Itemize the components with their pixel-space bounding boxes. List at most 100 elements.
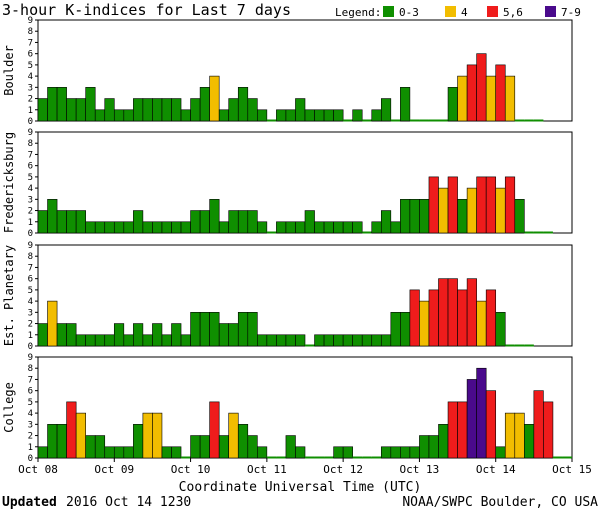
bar [199, 210, 210, 234]
bar [428, 435, 439, 459]
bar [380, 210, 392, 234]
bar [66, 323, 77, 347]
y-tick-label: 7 [28, 263, 33, 273]
legend: 0-3 4 5,6 7-9 [383, 6, 581, 19]
bar [543, 401, 554, 459]
bar [209, 199, 220, 234]
bar [228, 98, 239, 122]
bar [285, 109, 296, 122]
y-tick-label: 8 [28, 139, 33, 149]
bar [56, 424, 67, 459]
bar [228, 210, 239, 234]
bar [266, 334, 277, 347]
bar [247, 210, 258, 234]
source-credit: NOAA/SWPC Boulder, CO USA [402, 495, 598, 510]
y-tick-label: 0 [28, 342, 33, 352]
bar [171, 446, 182, 459]
bar [257, 109, 268, 122]
bar [409, 199, 420, 234]
bar [495, 312, 506, 347]
legend-label-1: 4 [461, 6, 468, 19]
bar [380, 98, 392, 122]
bar [323, 109, 334, 122]
y-tick-label: 3 [28, 195, 33, 205]
bar [171, 323, 182, 347]
y-tick-label: 2 [28, 207, 33, 217]
bar [295, 221, 306, 234]
bar [75, 98, 86, 122]
chart-title: 3-hour K-indices for Last 7 days [2, 1, 291, 19]
bar [47, 300, 58, 347]
bar [66, 210, 77, 234]
bar [104, 334, 115, 347]
legend-label-2: 5,6 [503, 6, 523, 19]
bar [37, 446, 48, 459]
bar [180, 221, 191, 234]
y-tick-label: 4 [28, 297, 33, 307]
bar [438, 278, 449, 347]
bar [485, 176, 497, 234]
bar [504, 75, 516, 122]
bar [56, 210, 67, 234]
y-tick-label: 4 [28, 184, 33, 194]
bar [237, 424, 249, 459]
bar [228, 323, 239, 347]
bar [457, 401, 468, 459]
y-tick-label: 0 [28, 229, 33, 239]
bar [466, 187, 477, 234]
y-tick-label: 6 [28, 50, 33, 60]
bar [485, 390, 497, 459]
bar [276, 109, 287, 122]
bar [209, 401, 220, 459]
y-tick-label: 8 [28, 27, 33, 37]
legend-swatch-2 [487, 6, 498, 17]
bar [314, 109, 325, 122]
y-tick-label: 1 [28, 443, 33, 453]
bar [447, 176, 458, 234]
legend-swatch-0 [383, 6, 394, 17]
bar [390, 312, 401, 347]
bar [485, 75, 497, 122]
y-tick-label: 1 [28, 218, 33, 228]
bar [342, 221, 353, 234]
bar [75, 210, 86, 234]
bar [113, 446, 125, 459]
bar [380, 446, 392, 459]
bar [342, 334, 353, 347]
x-tick-label: Oct 09 [94, 463, 134, 476]
bar [247, 98, 258, 122]
bar [304, 210, 315, 234]
bar [123, 109, 134, 122]
bar [466, 379, 477, 459]
bar [504, 412, 516, 459]
y-tick-label: 2 [28, 95, 33, 105]
y-tick-label: 3 [28, 308, 33, 318]
bar [504, 176, 516, 234]
bar [75, 334, 86, 347]
y-tick-label: 7 [28, 375, 33, 385]
legend-swatch-3 [545, 6, 556, 17]
bar [199, 312, 210, 347]
bar [123, 446, 134, 459]
bar [257, 221, 268, 234]
bar [457, 199, 468, 234]
bar [457, 75, 468, 122]
y-tick-label: 9 [28, 16, 33, 26]
bar [371, 334, 382, 347]
bar [257, 446, 268, 459]
bar [514, 199, 525, 234]
station-panels: 0123456789Boulder0123456789Fredericksbur… [2, 16, 573, 464]
x-tick-label: Oct 10 [171, 463, 211, 476]
y-tick-label: 1 [28, 106, 33, 116]
bar [209, 312, 220, 347]
bar [113, 323, 125, 347]
bar [209, 75, 220, 122]
bar [37, 210, 48, 234]
bar [47, 87, 58, 122]
bar [304, 109, 315, 122]
x-axis-label: Coordinate Universal Time (UTC) [179, 480, 422, 495]
y-tick-label: 8 [28, 252, 33, 262]
bar [285, 221, 296, 234]
